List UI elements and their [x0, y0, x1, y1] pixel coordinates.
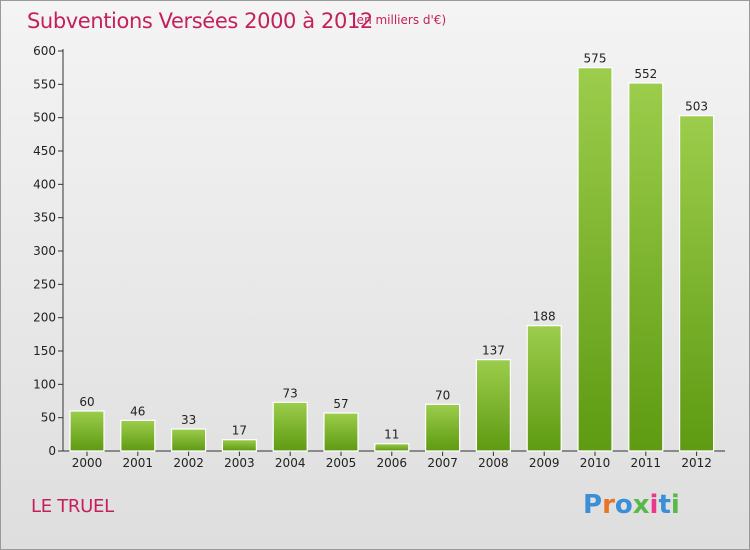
- labels-group: 60 2000 46 2001 33 2002 17 2003 73 2004 57 2005 11 20…: [72, 52, 712, 470]
- axes: 0 50 100 150 200 250 300 350 400 450 500 550 600: [33, 44, 725, 458]
- bar-2009: [526, 325, 562, 452]
- value-label-2010: 575: [584, 52, 607, 66]
- x-tick-label-2003: 2003: [224, 456, 255, 470]
- y-tick-label: 550: [33, 77, 56, 91]
- x-tick-label-2000: 2000: [72, 456, 103, 470]
- bar-2010: [577, 67, 613, 452]
- x-tick-label-2004: 2004: [275, 456, 306, 470]
- x-tick-label-2006: 2006: [377, 456, 408, 470]
- x-tick-label-2002: 2002: [173, 456, 204, 470]
- bar-2007: [425, 403, 461, 452]
- value-label-2001: 46: [130, 404, 145, 418]
- y-tick-label: 400: [33, 177, 56, 191]
- bar-2001: [120, 419, 156, 452]
- value-label-2006: 11: [384, 428, 399, 442]
- chart-title: Subventions Versées 2000 à 2012: [27, 9, 373, 33]
- value-label-2012: 503: [685, 100, 708, 114]
- value-label-2003: 17: [232, 424, 247, 438]
- bar-2011: [628, 82, 664, 452]
- y-tick-label: 500: [33, 111, 56, 125]
- bar-2012: [678, 115, 715, 452]
- x-tick-label-2011: 2011: [631, 456, 662, 470]
- bar-2008: [475, 359, 511, 452]
- bar-2004: [272, 401, 308, 452]
- bar-2005: [323, 412, 359, 452]
- y-tick-label: 300: [33, 244, 56, 258]
- x-tick-label-2007: 2007: [427, 456, 458, 470]
- x-tick-label-2012: 2012: [681, 456, 712, 470]
- y-tick-label: 100: [33, 377, 56, 391]
- value-label-2000: 60: [79, 395, 94, 409]
- proxiti-logo[interactable]: Proxiti: [583, 490, 680, 520]
- value-label-2011: 552: [634, 67, 657, 81]
- y-tick-label: 250: [33, 277, 56, 291]
- value-label-2002: 33: [181, 413, 196, 427]
- bar-2002: [171, 428, 207, 452]
- logo-letter: P: [583, 490, 603, 520]
- y-tick-label: 150: [33, 344, 56, 358]
- bar-2006: [374, 443, 410, 452]
- y-tick-label: 200: [33, 311, 56, 325]
- y-tick-label: 50: [41, 411, 56, 425]
- y-tick-label: 350: [33, 211, 56, 225]
- value-label-2007: 70: [435, 388, 450, 402]
- logo-letter: i: [670, 490, 680, 520]
- x-tick-label-2010: 2010: [580, 456, 611, 470]
- y-tick-label: 600: [33, 44, 56, 58]
- x-tick-label-2008: 2008: [478, 456, 509, 470]
- x-tick-label-2009: 2009: [529, 456, 560, 470]
- bar-2003: [221, 439, 257, 452]
- x-tick-label-2005: 2005: [326, 456, 357, 470]
- y-tick-label: 0: [48, 444, 56, 458]
- value-label-2008: 137: [482, 344, 505, 358]
- value-label-2005: 57: [333, 397, 348, 411]
- logo-letter: r: [602, 490, 615, 520]
- value-label-2004: 73: [283, 386, 298, 400]
- unit-label: (en milliers d'€): [352, 13, 447, 27]
- y-tick-label: 450: [33, 144, 56, 158]
- bars-group: [69, 67, 715, 452]
- x-tick-label-2001: 2001: [123, 456, 154, 470]
- value-label-2009: 188: [533, 310, 556, 324]
- logo-letter: o: [614, 490, 633, 520]
- commune-name: LE TRUEL: [31, 496, 114, 517]
- logo-letter: i: [649, 490, 659, 520]
- logo-letter: x: [632, 490, 650, 520]
- logo-letter: t: [658, 490, 671, 520]
- bar-2000: [69, 410, 105, 452]
